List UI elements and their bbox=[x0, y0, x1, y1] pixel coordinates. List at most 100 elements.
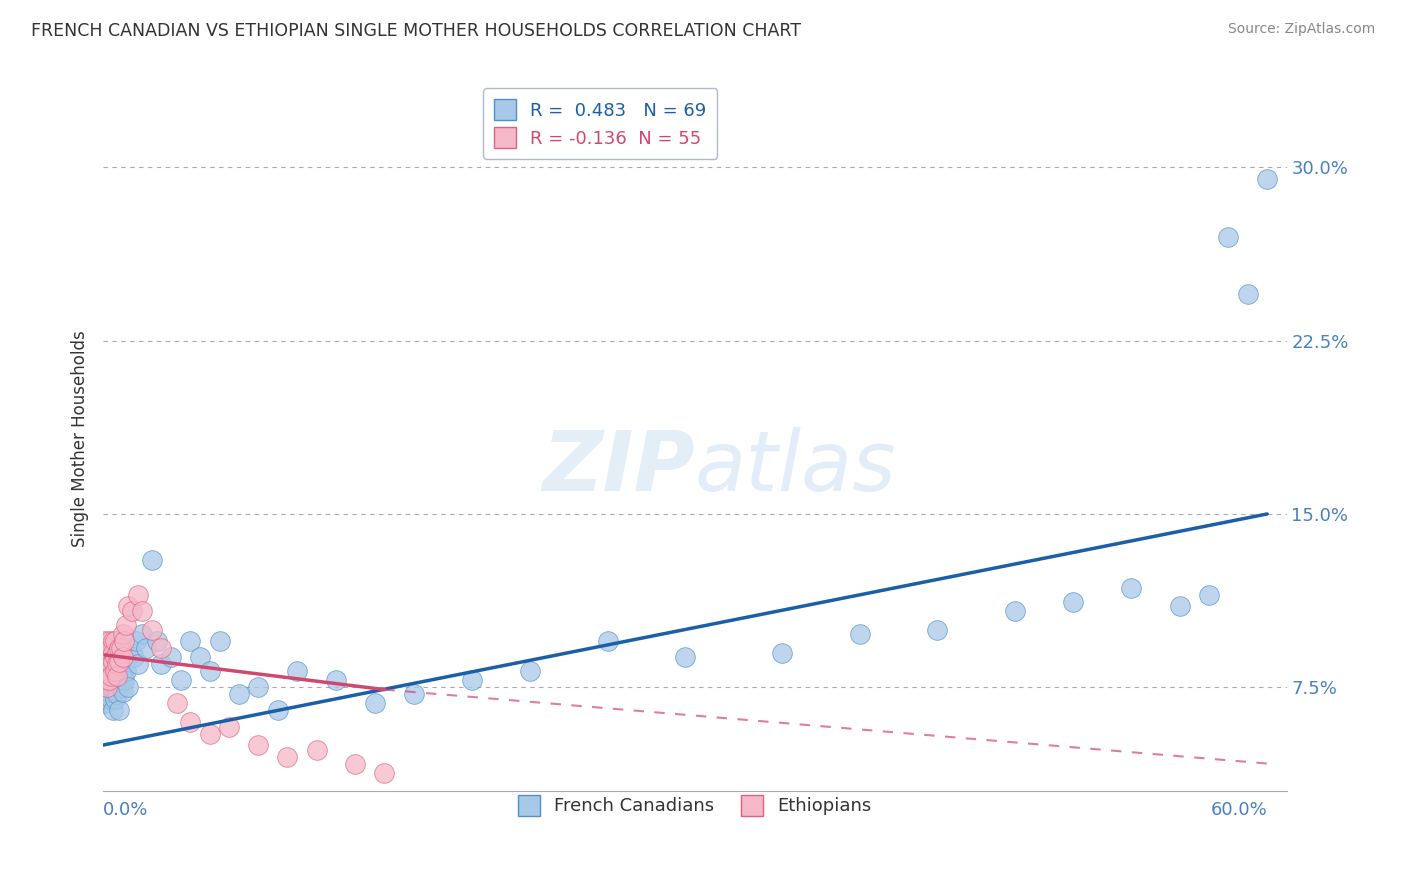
Point bbox=[96, 664, 118, 678]
Point bbox=[1198, 588, 1220, 602]
Text: Source: ZipAtlas.com: Source: ZipAtlas.com bbox=[1227, 22, 1375, 37]
Point bbox=[105, 687, 128, 701]
Point bbox=[141, 553, 163, 567]
Point bbox=[247, 738, 270, 752]
Point bbox=[208, 634, 231, 648]
Point bbox=[198, 726, 221, 740]
Point bbox=[127, 588, 149, 602]
Point bbox=[96, 673, 118, 688]
Point bbox=[364, 697, 387, 711]
Point bbox=[107, 655, 129, 669]
Point bbox=[94, 634, 117, 648]
Point bbox=[198, 664, 221, 678]
Point bbox=[107, 640, 129, 655]
Point bbox=[121, 646, 143, 660]
Point bbox=[104, 650, 127, 665]
Point bbox=[141, 623, 163, 637]
Point bbox=[104, 691, 127, 706]
Point bbox=[100, 650, 122, 665]
Text: FRENCH CANADIAN VS ETHIOPIAN SINGLE MOTHER HOUSEHOLDS CORRELATION CHART: FRENCH CANADIAN VS ETHIOPIAN SINGLE MOTH… bbox=[31, 22, 801, 40]
Point bbox=[94, 687, 117, 701]
Point bbox=[135, 640, 157, 655]
Point bbox=[97, 646, 120, 660]
Point bbox=[146, 634, 169, 648]
Point bbox=[94, 664, 117, 678]
Point bbox=[94, 664, 117, 678]
Point bbox=[1121, 581, 1143, 595]
Y-axis label: Single Mother Households: Single Mother Households bbox=[72, 330, 89, 547]
Point bbox=[94, 681, 117, 695]
Text: 60.0%: 60.0% bbox=[1211, 800, 1267, 819]
Point bbox=[131, 604, 153, 618]
Point bbox=[105, 669, 128, 683]
Point bbox=[160, 650, 183, 665]
Point bbox=[111, 685, 134, 699]
Point bbox=[228, 687, 250, 701]
Point bbox=[305, 742, 328, 756]
Point bbox=[107, 664, 129, 678]
Point bbox=[97, 634, 120, 648]
Point bbox=[114, 673, 136, 688]
Point bbox=[96, 691, 118, 706]
Point bbox=[96, 655, 118, 669]
Point bbox=[770, 646, 793, 660]
Point bbox=[107, 703, 129, 717]
Point bbox=[179, 634, 201, 648]
Point bbox=[94, 673, 117, 688]
Point bbox=[96, 664, 118, 678]
Point bbox=[97, 678, 120, 692]
Point bbox=[96, 673, 118, 688]
Point bbox=[402, 687, 425, 701]
Point bbox=[247, 681, 270, 695]
Point bbox=[125, 634, 148, 648]
Point bbox=[105, 646, 128, 660]
Point bbox=[101, 703, 124, 717]
Point bbox=[101, 664, 124, 678]
Point bbox=[101, 634, 124, 648]
Point bbox=[111, 669, 134, 683]
Point bbox=[105, 657, 128, 672]
Point bbox=[101, 673, 124, 688]
Point bbox=[115, 664, 138, 678]
Point bbox=[101, 682, 124, 697]
Point bbox=[150, 640, 173, 655]
Point bbox=[104, 664, 127, 678]
Point bbox=[848, 627, 870, 641]
Point bbox=[150, 657, 173, 672]
Point bbox=[94, 646, 117, 660]
Point bbox=[97, 664, 120, 678]
Point bbox=[373, 765, 395, 780]
Point bbox=[927, 623, 949, 637]
Point bbox=[96, 681, 118, 695]
Point bbox=[100, 691, 122, 706]
Point bbox=[94, 650, 117, 665]
Point bbox=[100, 640, 122, 655]
Point bbox=[107, 675, 129, 690]
Legend: French Canadians, Ethiopians: French Canadians, Ethiopians bbox=[509, 786, 880, 824]
Point bbox=[96, 682, 118, 697]
Point bbox=[94, 640, 117, 655]
Point bbox=[96, 646, 118, 660]
Text: 0.0%: 0.0% bbox=[103, 800, 149, 819]
Point bbox=[596, 634, 619, 648]
Point bbox=[673, 650, 696, 665]
Point bbox=[100, 657, 122, 672]
Point bbox=[94, 697, 117, 711]
Point bbox=[114, 634, 136, 648]
Point bbox=[110, 640, 132, 655]
Point bbox=[104, 634, 127, 648]
Point bbox=[101, 655, 124, 669]
Point bbox=[104, 678, 127, 692]
Point bbox=[117, 681, 139, 695]
Point bbox=[122, 650, 145, 665]
Point bbox=[131, 627, 153, 641]
Point bbox=[101, 646, 124, 660]
Point bbox=[179, 714, 201, 729]
Point bbox=[115, 618, 138, 632]
Point bbox=[111, 650, 134, 665]
Point bbox=[110, 681, 132, 695]
Point bbox=[267, 703, 290, 717]
Point bbox=[111, 627, 134, 641]
Point bbox=[105, 673, 128, 688]
Text: atlas: atlas bbox=[695, 426, 897, 508]
